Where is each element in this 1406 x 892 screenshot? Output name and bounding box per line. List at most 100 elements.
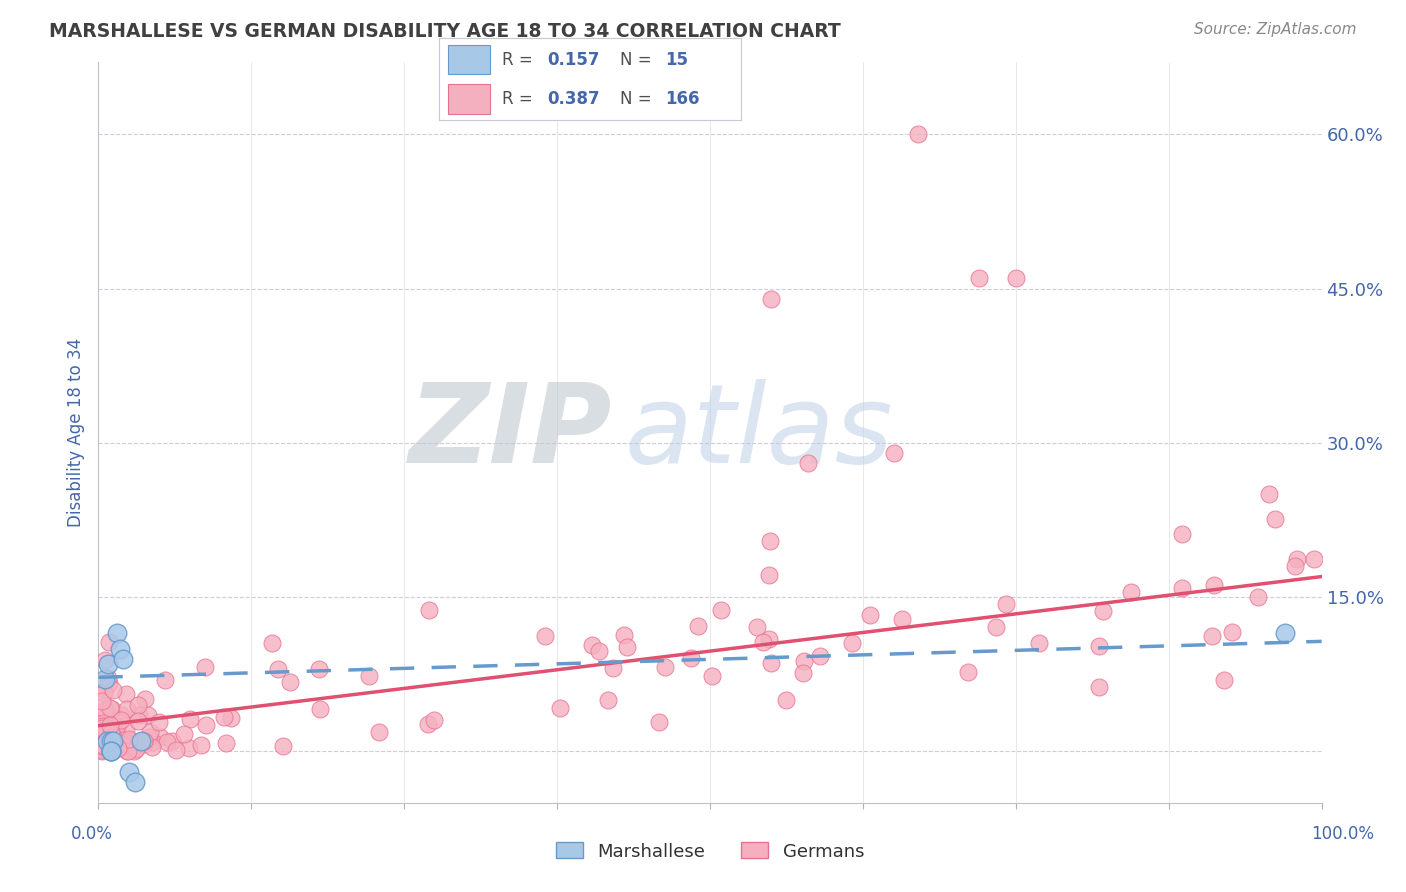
Point: [100, 744, 122, 758]
Point: [891, 612, 914, 626]
Point: [797, 457, 820, 471]
Point: [148, 715, 170, 730]
Point: [115, 736, 138, 750]
Text: R =: R =: [502, 51, 538, 69]
Point: [105, 718, 128, 732]
Point: [792, 665, 814, 680]
Point: [416, 717, 439, 731]
Point: [121, 734, 143, 748]
Point: [160, 733, 183, 747]
Point: [91, 743, 114, 757]
Point: [105, 626, 128, 640]
Point: [613, 628, 636, 642]
Point: [1171, 582, 1194, 596]
Point: [91, 739, 114, 753]
Point: [100, 734, 122, 748]
Point: [134, 691, 156, 706]
Point: [700, 669, 723, 683]
Point: [995, 597, 1018, 611]
Point: [747, 620, 769, 634]
Point: [104, 738, 127, 752]
Point: [105, 726, 128, 740]
Point: [1274, 626, 1296, 640]
Point: [115, 687, 138, 701]
Point: [98, 725, 121, 739]
Point: [588, 644, 610, 658]
Point: [1286, 551, 1309, 566]
Point: [93, 727, 115, 741]
Point: [179, 712, 201, 726]
Point: [686, 619, 709, 633]
Point: [101, 734, 124, 748]
Point: [111, 737, 134, 751]
Point: [110, 641, 132, 656]
Point: [153, 673, 176, 688]
Point: [1088, 639, 1111, 653]
Bar: [447, 85, 491, 114]
Point: [97, 635, 120, 649]
Point: [110, 713, 132, 727]
Point: [125, 741, 148, 756]
Point: [93, 673, 115, 687]
Point: [761, 656, 783, 670]
Point: [117, 744, 139, 758]
Point: [1264, 511, 1286, 525]
Point: [308, 662, 330, 676]
Point: [1170, 527, 1192, 541]
Point: [124, 775, 146, 789]
Point: [793, 654, 815, 668]
Point: [1087, 680, 1109, 694]
Point: [775, 693, 797, 707]
Point: [97, 657, 120, 671]
Point: [132, 732, 155, 747]
Point: [97, 671, 120, 685]
Point: [125, 742, 148, 756]
Point: [93, 686, 115, 700]
Point: [648, 714, 671, 729]
Point: [91, 734, 114, 748]
Bar: [447, 45, 491, 74]
Point: [91, 694, 114, 708]
Point: [91, 731, 114, 745]
Point: [127, 698, 149, 712]
Point: [98, 676, 121, 690]
Point: [91, 739, 114, 754]
Text: 15: 15: [665, 51, 689, 69]
Y-axis label: Disability Age 18 to 34: Disability Age 18 to 34: [66, 338, 84, 527]
Point: [101, 727, 124, 741]
Text: 0.387: 0.387: [547, 90, 600, 108]
Point: [93, 706, 115, 721]
Point: [91, 722, 114, 736]
Point: [91, 715, 114, 730]
Point: [91, 725, 114, 739]
Point: [654, 659, 676, 673]
Point: [859, 608, 882, 623]
Point: [165, 743, 187, 757]
Text: 166: 166: [665, 90, 700, 108]
Text: 0.0%: 0.0%: [70, 825, 112, 843]
Point: [93, 653, 115, 667]
Point: [97, 737, 120, 751]
Point: [758, 632, 780, 646]
Point: [98, 700, 121, 714]
Point: [108, 738, 131, 752]
Text: MARSHALLESE VS GERMAN DISABILITY AGE 18 TO 34 CORRELATION CHART: MARSHALLESE VS GERMAN DISABILITY AGE 18 …: [49, 22, 841, 41]
Point: [115, 744, 138, 758]
Point: [96, 734, 118, 748]
Point: [94, 719, 117, 733]
Point: [957, 665, 980, 679]
Point: [132, 734, 155, 748]
Point: [752, 635, 775, 649]
Point: [129, 734, 152, 748]
Point: [136, 707, 159, 722]
Point: [101, 702, 124, 716]
Point: [423, 713, 446, 727]
Point: [179, 741, 201, 756]
Point: [173, 727, 195, 741]
Point: [761, 292, 783, 306]
Point: [1092, 604, 1115, 618]
Point: [418, 603, 440, 617]
Point: [122, 744, 145, 758]
Point: [278, 674, 301, 689]
Point: [967, 271, 990, 285]
